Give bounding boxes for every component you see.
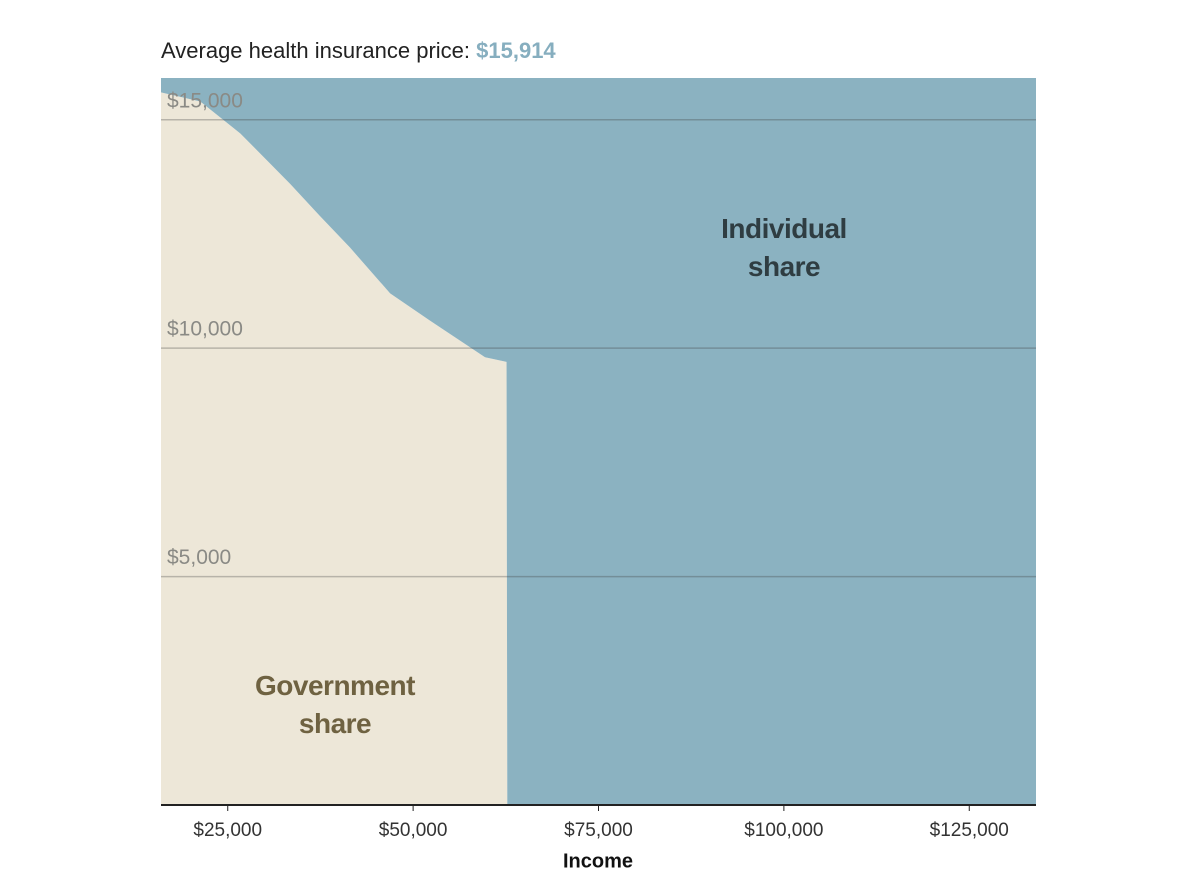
x-tick-label: $25,000: [193, 820, 262, 841]
x-tick-label: $100,000: [744, 820, 823, 841]
chart-title-line: Average health insurance price: $15,914: [161, 38, 556, 63]
area-label: Government share: [255, 670, 415, 739]
x-tick-label: $125,000: [930, 820, 1009, 841]
x-tick-label: $75,000: [564, 820, 633, 841]
area-label: Individual share: [721, 213, 847, 282]
chart-title: Average health insurance price:: [161, 38, 470, 63]
y-tick-label: $15,000: [167, 89, 243, 112]
y-tick-label: $5,000: [167, 546, 231, 569]
x-axis-label: Income: [563, 850, 633, 872]
area: [161, 92, 1036, 805]
y-tick-label: $10,000: [167, 318, 243, 341]
x-tick-label: $50,000: [379, 820, 448, 841]
area: [161, 78, 1036, 805]
price-label: $15,914: [476, 38, 556, 63]
